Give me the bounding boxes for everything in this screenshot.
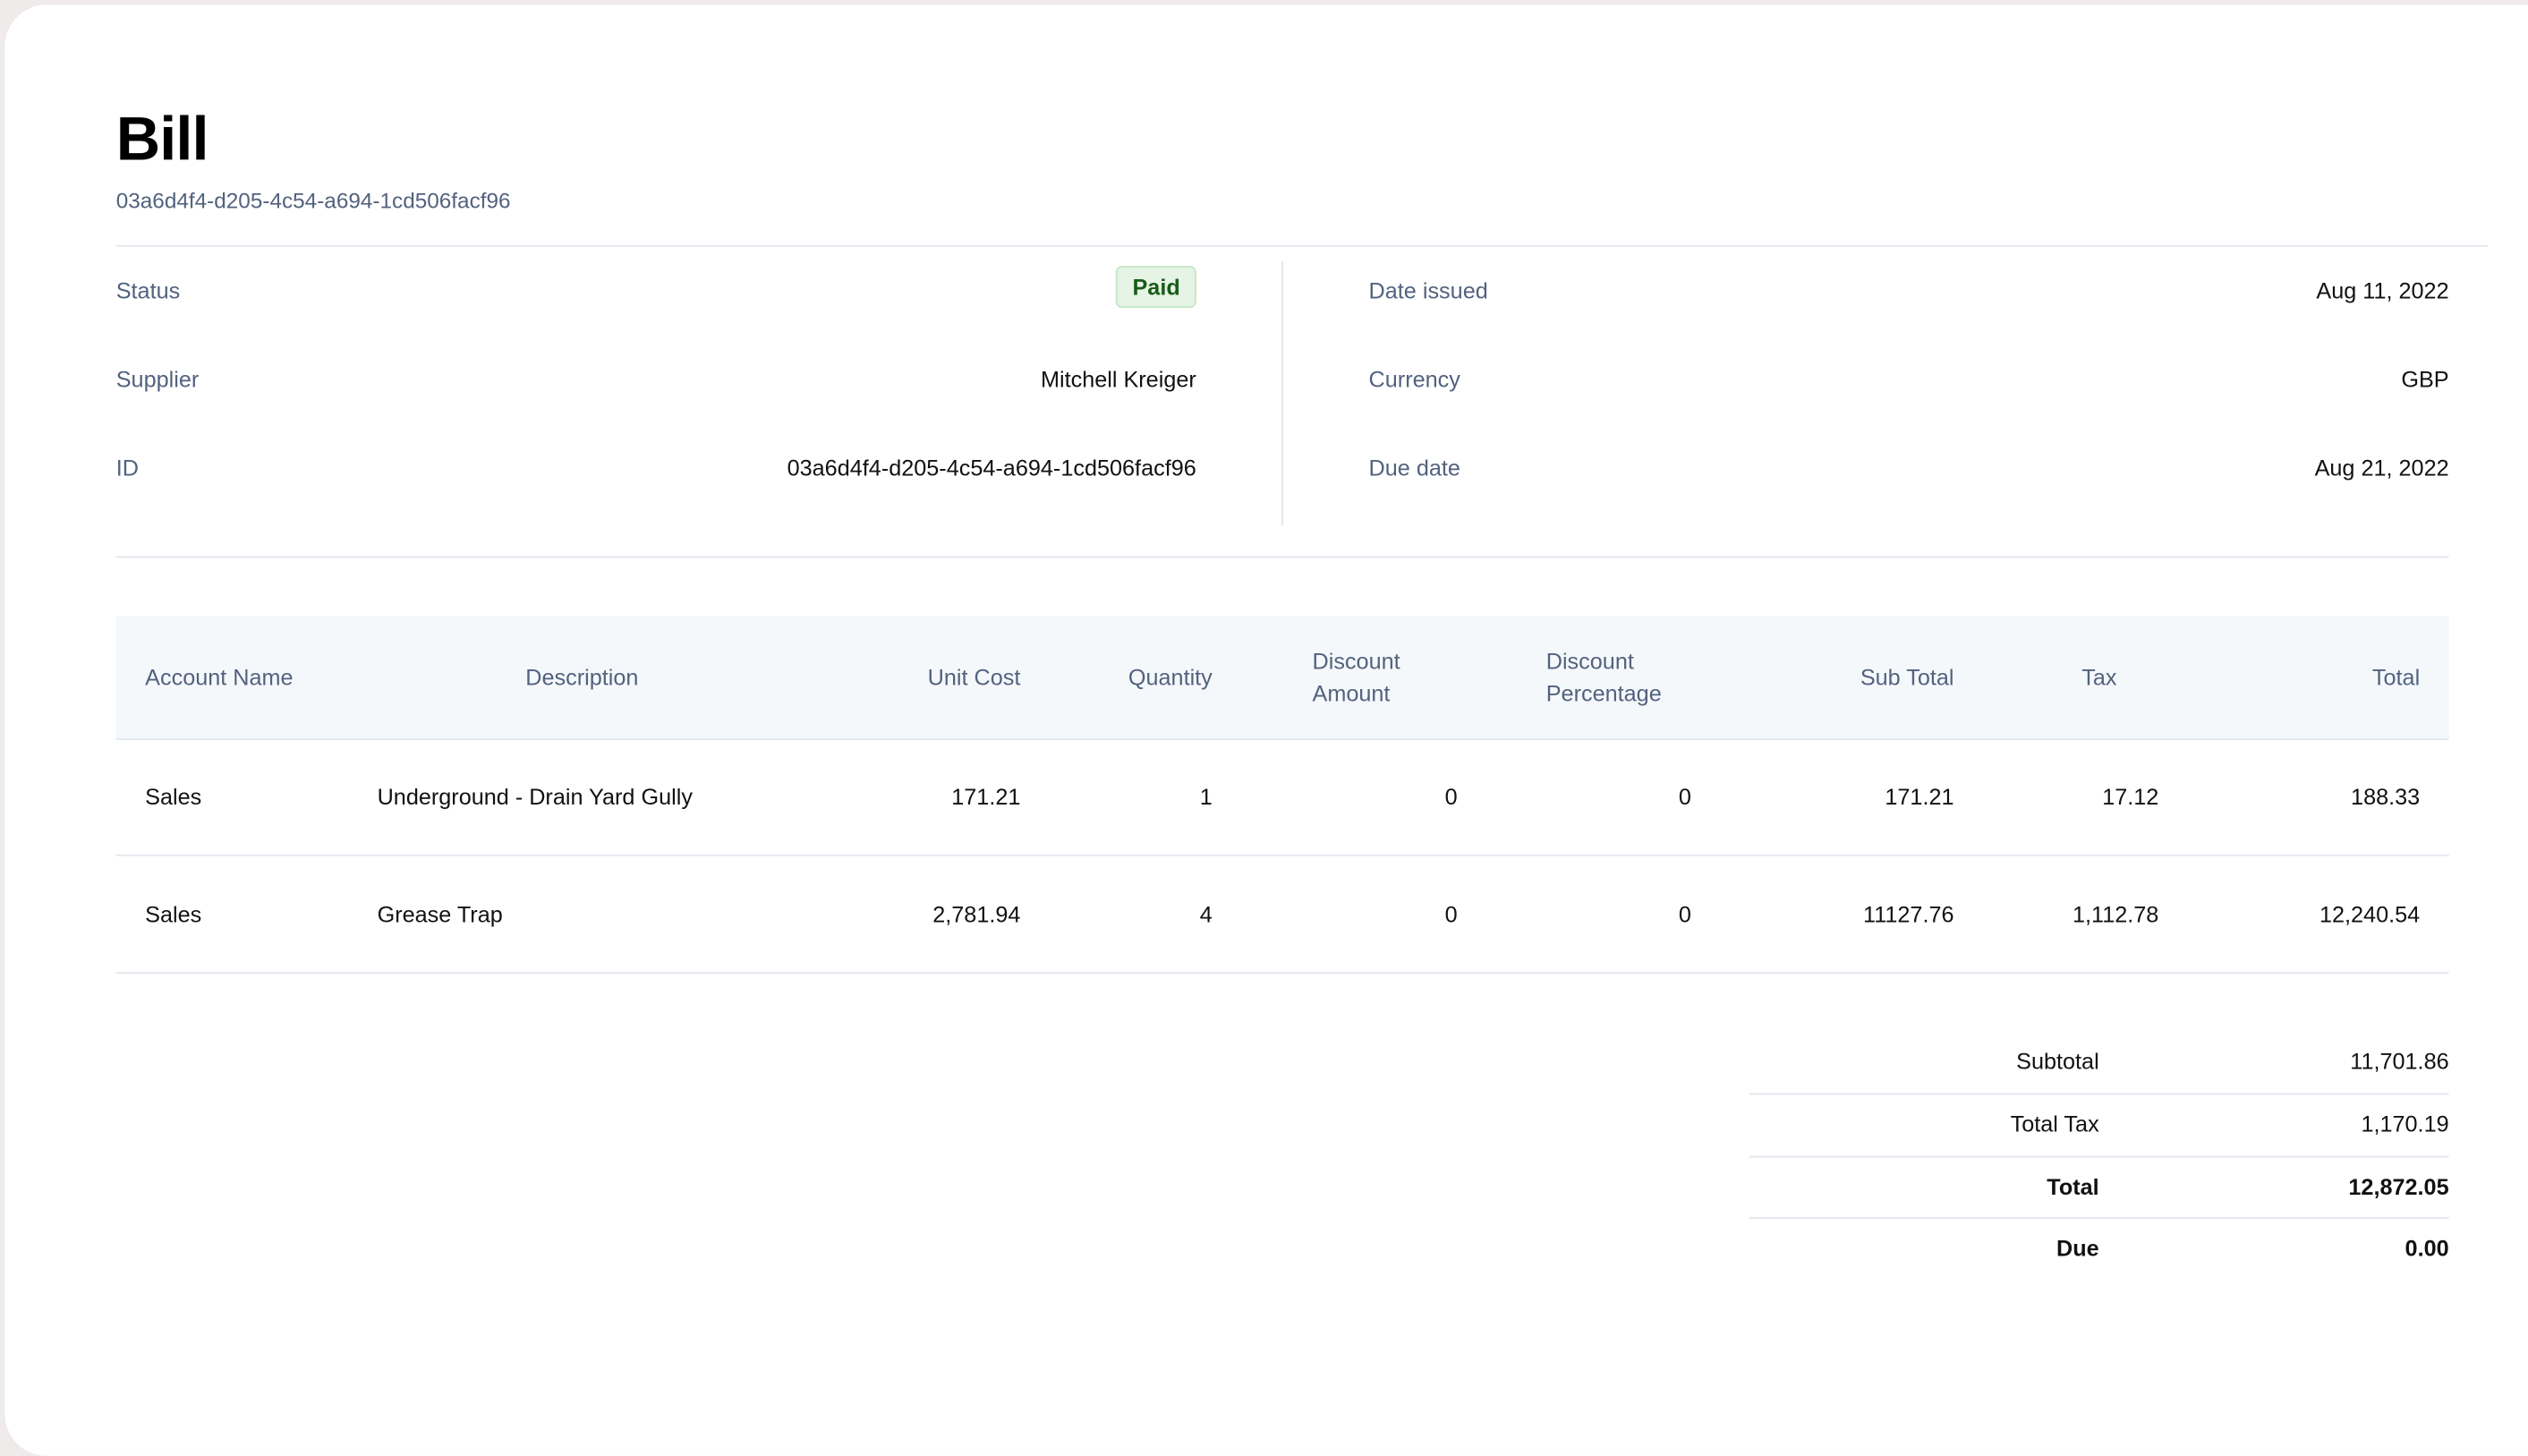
cell-description: Underground - Drain Yard Gully <box>377 783 693 810</box>
page-title: Bill <box>115 106 209 175</box>
total-label: Total <box>2047 1173 2099 1200</box>
due-row: Due 0.00 <box>1749 1219 2449 1280</box>
col-description: Description <box>525 664 639 691</box>
cell-tax: 1,112.78 <box>2073 901 2159 927</box>
cell-discount-amount: 0 <box>1444 783 1458 810</box>
due-date-value: Aug 21, 2022 <box>2314 455 2449 481</box>
subtotal-label: Subtotal <box>2016 1048 2099 1074</box>
cell-unit-cost: 2,781.94 <box>932 901 1021 927</box>
status-value: Paid <box>1116 266 1196 309</box>
date-issued-label: Date issued <box>1368 277 1488 303</box>
currency-label: Currency <box>1368 365 1460 392</box>
cell-discount-amount: 0 <box>1444 901 1458 927</box>
total-tax-row: Total Tax 1,170.19 <box>1749 1094 2449 1158</box>
supplier-value: Mitchell Kreiger <box>1040 365 1196 392</box>
divider <box>115 244 2488 247</box>
cell-discount-percentage: 0 <box>1678 901 1691 927</box>
col-quantity: Quantity <box>1128 664 1213 691</box>
cell-total: 188.33 <box>2351 783 2421 810</box>
cell-sub-total: 171.21 <box>1885 783 1954 810</box>
divider <box>115 556 2449 558</box>
cell-quantity: 1 <box>1199 783 1213 810</box>
due-date-label: Due date <box>1368 455 1460 481</box>
due-value: 0.00 <box>2405 1235 2449 1261</box>
due-label: Due <box>2056 1235 2099 1261</box>
cell-account-name: Sales <box>145 901 202 927</box>
total-row: Total 12,872.05 <box>1749 1158 2449 1220</box>
cell-description: Grease Trap <box>377 901 503 927</box>
id-label: ID <box>115 455 139 481</box>
col-discount-percentage: Discount Percentage <box>1545 648 1662 707</box>
col-sub-total: Sub Total <box>1860 664 1954 691</box>
totals-summary: Subtotal 11,701.86 Total Tax 1,170.19 To… <box>1749 1032 2449 1280</box>
status-badge: Paid <box>1116 266 1196 309</box>
status-label: Status <box>115 277 181 303</box>
table-row: Sales Grease Trap 2,781.94 4 0 0 11127.7… <box>115 856 2449 975</box>
total-value: 12,872.05 <box>2348 1173 2449 1200</box>
cell-total: 12,240.54 <box>2319 901 2421 927</box>
cell-discount-percentage: 0 <box>1678 783 1691 810</box>
line-items-table-header: Account Name Description Unit Cost Quant… <box>115 616 2449 740</box>
total-tax-value: 1,170.19 <box>2361 1111 2449 1137</box>
col-account-name: Account Name <box>145 664 294 691</box>
cell-tax: 17.12 <box>2102 783 2159 810</box>
col-discount-amount: Discount Amount <box>1312 648 1400 707</box>
cell-account-name: Sales <box>145 783 202 810</box>
supplier-label: Supplier <box>115 365 200 392</box>
date-issued-value: Aug 11, 2022 <box>2316 277 2449 303</box>
col-unit-cost: Unit Cost <box>927 664 1021 691</box>
total-tax-label: Total Tax <box>2010 1111 2099 1137</box>
bill-id-subtitle: 03a6d4f4-d205-4c54-a694-1cd506facf96 <box>115 188 511 213</box>
id-value: 03a6d4f4-d205-4c54-a694-1cd506facf96 <box>787 455 1196 481</box>
col-tax: Tax <box>2081 664 2117 691</box>
cell-quantity: 4 <box>1199 901 1213 927</box>
cell-sub-total: 11127.76 <box>1863 901 1954 927</box>
currency-value: GBP <box>2401 365 2449 392</box>
col-total: Total <box>2371 664 2421 691</box>
cell-unit-cost: 171.21 <box>951 783 1021 810</box>
subtotal-row: Subtotal 11,701.86 <box>1749 1032 2449 1095</box>
subtotal-value: 11,701.86 <box>2350 1048 2449 1074</box>
column-divider <box>1281 260 1284 526</box>
table-row: Sales Underground - Drain Yard Gully 171… <box>115 738 2449 856</box>
